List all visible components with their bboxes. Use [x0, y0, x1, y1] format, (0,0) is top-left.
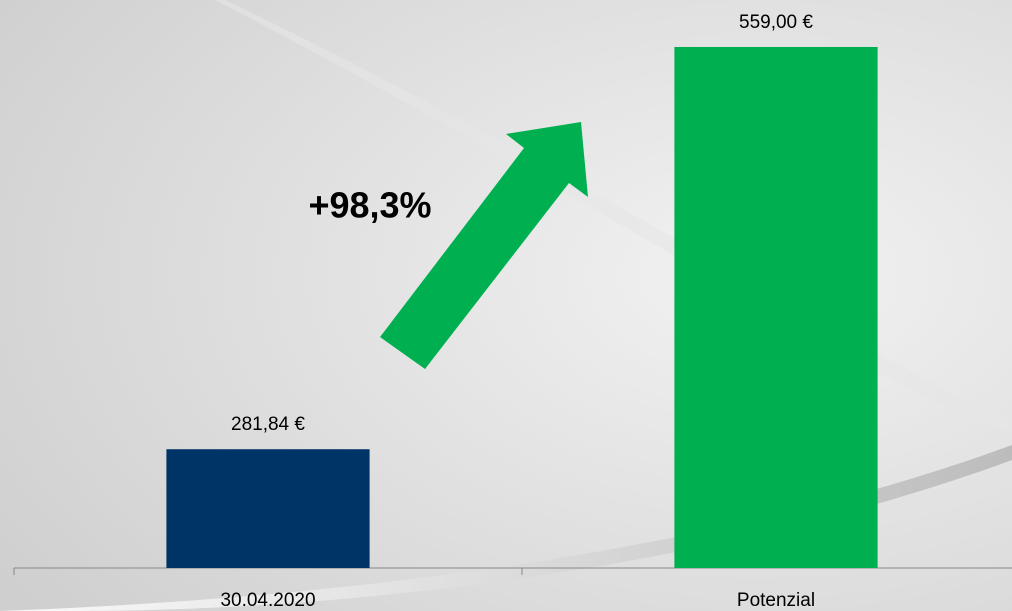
bar	[674, 46, 878, 568]
growth-arrow	[380, 122, 588, 369]
x-tick-label: Potenzial	[737, 590, 815, 611]
background-swoosh	[0, 445, 1012, 611]
bar	[166, 449, 370, 568]
value-label: 281,84 €	[231, 414, 305, 435]
x-tick-label: 30.04.2020	[220, 590, 315, 611]
value-label: 559,00 €	[739, 12, 813, 33]
annotation: +98,3%	[308, 185, 431, 226]
